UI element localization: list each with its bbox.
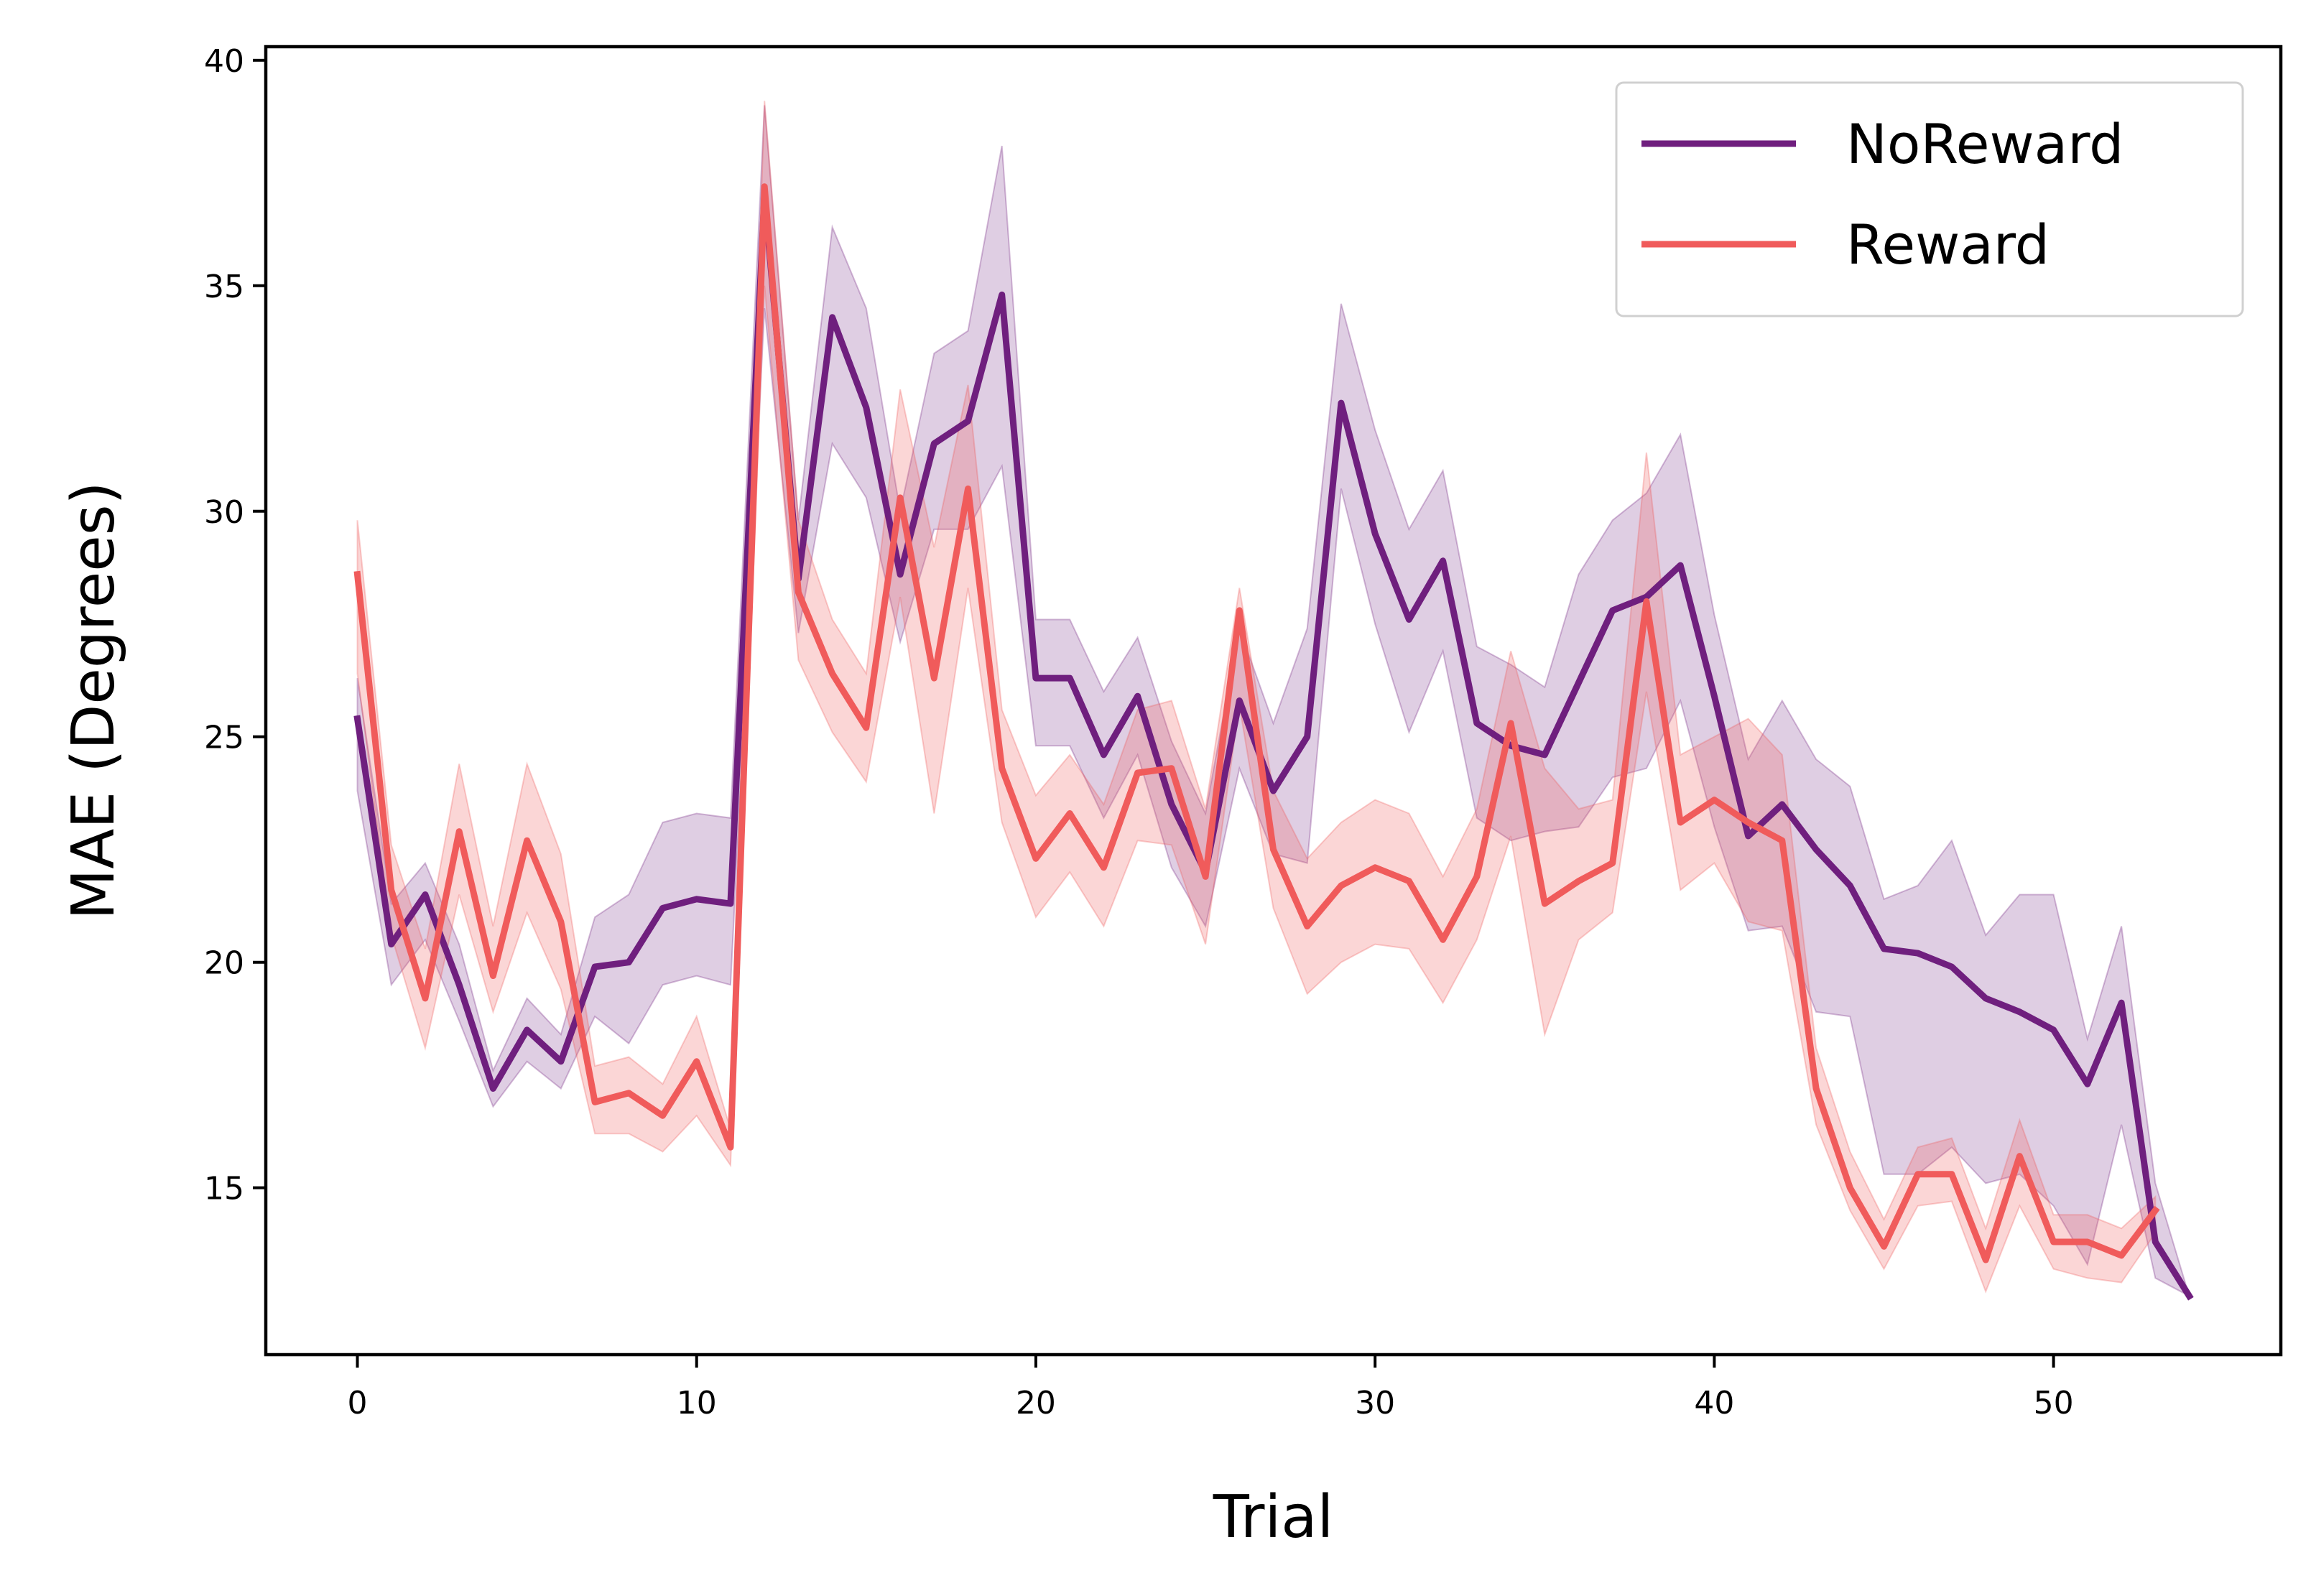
y-axis-label: MAE (Degrees) bbox=[60, 482, 128, 920]
series-line-reward bbox=[353, 183, 2160, 1263]
x-tick-label: 0 bbox=[348, 1385, 368, 1421]
x-tick-label: 30 bbox=[1355, 1385, 1395, 1421]
x-tick-label: 10 bbox=[677, 1385, 717, 1421]
x-axis: 0 10 20 30 40 50 bbox=[348, 1355, 2074, 1421]
series-lines bbox=[353, 183, 2194, 1301]
plot-area-frame bbox=[264, 45, 2283, 1357]
y-tick-label: 15 bbox=[204, 1171, 244, 1207]
y-tick-label: 20 bbox=[204, 945, 244, 982]
x-tick-label: 20 bbox=[1016, 1385, 1056, 1421]
series-line-noreward bbox=[353, 192, 2194, 1301]
y-tick-label: 25 bbox=[204, 720, 244, 756]
y-tick-label: 40 bbox=[204, 43, 244, 80]
y-tick-label: 35 bbox=[204, 269, 244, 305]
legend: NoReward Reward bbox=[1615, 81, 2244, 317]
y-axis: 15 20 25 30 35 40 bbox=[204, 43, 266, 1207]
x-tick-label: 40 bbox=[1694, 1385, 1734, 1421]
band-noreward bbox=[356, 105, 2191, 1298]
y-tick-label: 30 bbox=[204, 494, 244, 531]
x-axis-label: Trial bbox=[1213, 1483, 1334, 1551]
legend-label-noreward: NoReward bbox=[1846, 112, 2124, 176]
x-tick-label: 50 bbox=[2034, 1385, 2074, 1421]
legend-label-reward: Reward bbox=[1846, 213, 2050, 277]
